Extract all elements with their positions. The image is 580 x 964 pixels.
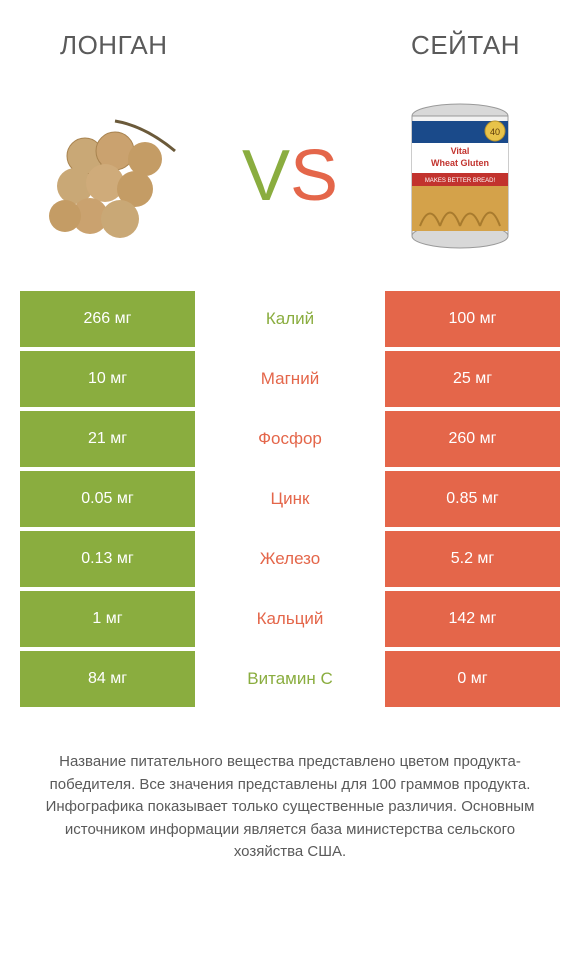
vs-s: S: [290, 136, 338, 216]
table-row: 0.05 мгЦинк0.85 мг: [20, 471, 560, 527]
left-value: 0.13 мг: [20, 531, 195, 587]
right-product-title: СЕЙТАН: [411, 30, 520, 61]
right-value: 260 мг: [385, 411, 560, 467]
right-product-image: Vital Wheat Gluten MAKES BETTER BREAD! 4…: [380, 91, 540, 261]
table-row: 10 мгМагний25 мг: [20, 351, 560, 407]
vs-label: VS: [242, 140, 338, 212]
right-value: 100 мг: [385, 291, 560, 347]
left-value: 10 мг: [20, 351, 195, 407]
table-row: 266 мгКалий100 мг: [20, 291, 560, 347]
table-row: 84 мгВитамин C0 мг: [20, 651, 560, 707]
images-row: VS Vital Wheat Gluten MAKES BETTER BREAD…: [0, 71, 580, 291]
nutrient-label: Витамин C: [195, 651, 385, 707]
right-value: 25 мг: [385, 351, 560, 407]
vs-v: V: [242, 136, 290, 216]
longan-icon: [45, 101, 195, 251]
seitan-can-icon: Vital Wheat Gluten MAKES BETTER BREAD! 4…: [395, 91, 525, 261]
svg-text:40: 40: [490, 127, 500, 137]
svg-text:Wheat Gluten: Wheat Gluten: [431, 158, 489, 168]
nutrient-label: Кальций: [195, 591, 385, 647]
left-value: 21 мг: [20, 411, 195, 467]
right-value: 0.85 мг: [385, 471, 560, 527]
footnote-text: Название питательного вещества представл…: [0, 711, 580, 864]
left-product-image: [40, 91, 200, 261]
right-value: 142 мг: [385, 591, 560, 647]
nutrient-label: Фосфор: [195, 411, 385, 467]
left-product-title: ЛОНГАН: [60, 30, 168, 61]
left-value: 266 мг: [20, 291, 195, 347]
svg-text:Vital: Vital: [451, 146, 470, 156]
infographic-container: ЛОНГАН СЕЙТАН VS: [0, 0, 580, 864]
right-value: 0 мг: [385, 651, 560, 707]
table-row: 0.13 мгЖелезо5.2 мг: [20, 531, 560, 587]
nutrient-label: Калий: [195, 291, 385, 347]
table-row: 21 мгФосфор260 мг: [20, 411, 560, 467]
left-value: 84 мг: [20, 651, 195, 707]
svg-text:MAKES BETTER BREAD!: MAKES BETTER BREAD!: [425, 178, 496, 184]
left-value: 1 мг: [20, 591, 195, 647]
nutrient-label: Цинк: [195, 471, 385, 527]
left-value: 0.05 мг: [20, 471, 195, 527]
nutrient-label: Магний: [195, 351, 385, 407]
comparison-table: 266 мгКалий100 мг10 мгМагний25 мг21 мгФо…: [0, 291, 580, 707]
table-row: 1 мгКальций142 мг: [20, 591, 560, 647]
nutrient-label: Железо: [195, 531, 385, 587]
right-value: 5.2 мг: [385, 531, 560, 587]
header: ЛОНГАН СЕЙТАН: [0, 0, 580, 71]
